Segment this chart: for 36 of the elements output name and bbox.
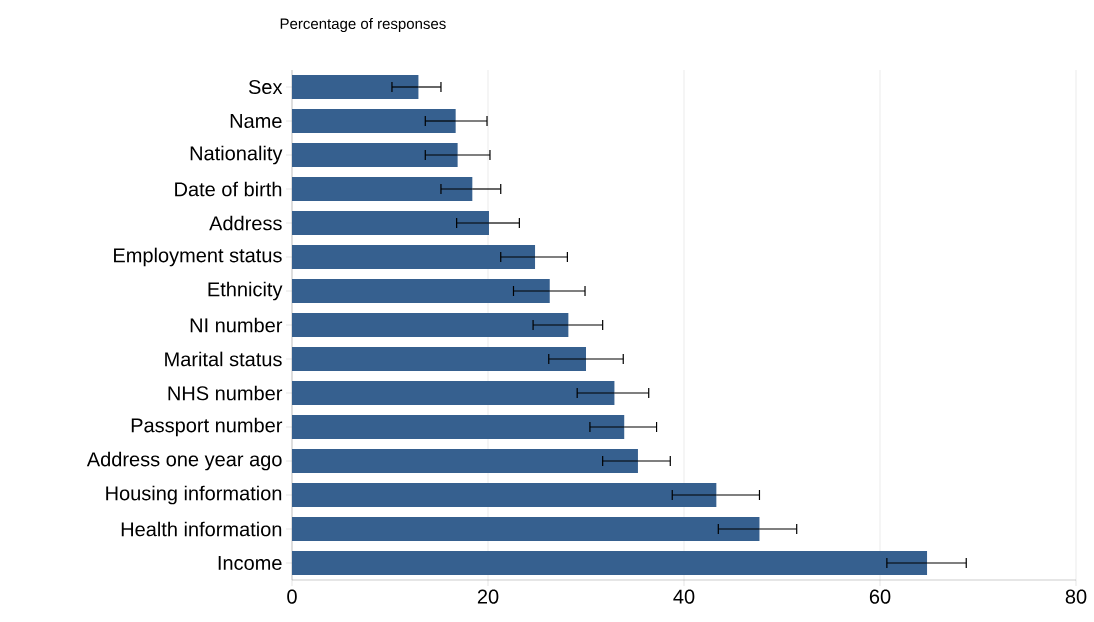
x-tick-label: 60	[869, 589, 891, 604]
y-tick-label: Nationality	[190, 145, 283, 165]
bar	[292, 143, 458, 167]
bar	[292, 347, 586, 371]
y-tick-label: Sex	[248, 79, 283, 95]
y-tick-label: Address one year ago	[86, 451, 282, 471]
y-tick-label: NHS number	[168, 385, 283, 401]
x-tick-label: 40	[673, 589, 695, 604]
y-tick-label: NI number	[190, 317, 283, 333]
bar	[292, 483, 717, 507]
x-tick-label: 0	[287, 589, 297, 604]
bar	[292, 449, 638, 473]
y-tick-label: Health information	[121, 521, 282, 537]
y-tick-label: Address	[209, 215, 282, 231]
bar	[292, 517, 760, 542]
chart-title: Percentage of responses	[280, 18, 446, 32]
bar	[292, 245, 536, 269]
bar	[292, 551, 928, 576]
x-tick-label: 80	[1065, 589, 1087, 604]
bar	[292, 381, 615, 405]
y-tick-label: Marital status	[165, 351, 282, 367]
y-tick-label: Employment status	[114, 247, 282, 267]
y-tick-label: Passport number	[131, 417, 283, 437]
y-tick-label: Housing information	[106, 485, 282, 505]
y-tick-label: Date of birth	[175, 181, 282, 197]
bar	[292, 313, 569, 337]
bar	[292, 75, 419, 99]
bar	[292, 279, 550, 303]
bar	[292, 211, 489, 235]
y-tick-label: Income	[218, 556, 282, 570]
bar	[292, 415, 625, 439]
bar	[292, 109, 456, 133]
x-tick-label: 20	[477, 589, 499, 604]
y-tick-label: Name	[230, 114, 282, 128]
bar	[292, 177, 473, 201]
y-tick-label: Ethnicity	[208, 281, 283, 301]
